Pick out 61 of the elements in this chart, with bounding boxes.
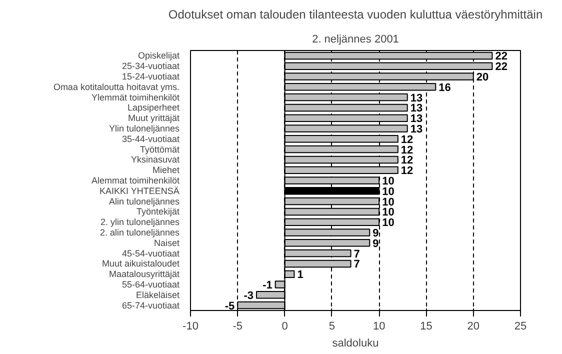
data-label: 10 bbox=[382, 217, 394, 230]
x-axis-title: saldoluku bbox=[332, 338, 379, 350]
y-tick-label: Ylemmät toimihenkilöt bbox=[91, 92, 180, 102]
data-label: 20 bbox=[476, 72, 489, 84]
y-tick-label: Miehet bbox=[152, 165, 180, 176]
y-tick-label: 2. alin tuloneljännes bbox=[100, 228, 180, 238]
x-tick-label: 15 bbox=[420, 320, 432, 332]
data-label: -5 bbox=[224, 300, 235, 312]
chart-subtitle: 2. neljännes 2001 bbox=[312, 34, 399, 46]
y-tick-label: Ylin tuloneljännes bbox=[108, 124, 180, 134]
x-tick-label: -5 bbox=[232, 320, 243, 332]
x-tick-label: 5 bbox=[328, 320, 335, 332]
data-label: 22 bbox=[495, 61, 508, 74]
y-tick-label: Lapsiperheet bbox=[127, 102, 180, 113]
y-tick-label: Työntekijät bbox=[136, 206, 180, 217]
data-label: 10 bbox=[382, 196, 394, 208]
data-label: 12 bbox=[400, 165, 414, 178]
data-label: 22 bbox=[495, 50, 508, 63]
y-tick-label: Maatalousyrittäjät bbox=[108, 269, 180, 280]
data-label: -1 bbox=[262, 280, 272, 292]
y-tick-label: Naiset bbox=[154, 238, 180, 248]
y-tick-label: Muut yrittäjät bbox=[128, 113, 180, 124]
y-tick-label: Työttömät bbox=[140, 144, 180, 154]
y-tick-label: 55-64-vuotiaat bbox=[122, 280, 180, 290]
y-tick-label: 65-74-vuotiaat bbox=[122, 300, 180, 310]
data-label: 12 bbox=[400, 134, 414, 146]
data-label: 12 bbox=[400, 154, 414, 167]
data-label: 13 bbox=[410, 113, 423, 126]
data-label: 10 bbox=[382, 186, 394, 198]
data-label: 13 bbox=[410, 102, 423, 115]
x-tick-label: -10 bbox=[182, 320, 198, 332]
data-label: 13 bbox=[410, 92, 423, 104]
x-tick-label: 10 bbox=[372, 320, 386, 332]
y-tick-label: Yksinasuvat bbox=[130, 154, 180, 165]
y-tick-label: KAIKKI YHTEENSÄ bbox=[99, 186, 180, 196]
data-label: 9 bbox=[372, 238, 379, 250]
y-tick-label: 35-44-vuotiaat bbox=[122, 134, 180, 144]
y-tick-label: Opiskelijat bbox=[138, 50, 180, 61]
data-label: 12 bbox=[400, 144, 414, 156]
data-label: 9 bbox=[372, 228, 379, 240]
y-tick-label: Alemmat toimihenkilöt bbox=[91, 176, 180, 186]
y-tick-label: 15-24-vuotiaat bbox=[122, 72, 180, 82]
data-label: 16 bbox=[438, 82, 451, 94]
data-label: -3 bbox=[244, 290, 254, 302]
y-tick-label: 25-34-vuotiaat bbox=[122, 61, 180, 72]
y-tick-label: Omaa kotitaloutta hoitavat yms. bbox=[53, 82, 180, 92]
data-label: 13 bbox=[410, 124, 423, 136]
x-tick-label: 0 bbox=[282, 320, 288, 332]
y-tick-label: Eläkeläiset bbox=[136, 290, 180, 300]
data-label: 10 bbox=[382, 206, 394, 219]
x-tick-label: 20 bbox=[467, 320, 480, 332]
data-label: 1 bbox=[297, 269, 304, 282]
data-label: 10 bbox=[382, 176, 394, 188]
y-tick-label: 2. ylin tuloneljännes bbox=[100, 217, 180, 228]
data-label: 7 bbox=[354, 248, 360, 260]
data-label: 7 bbox=[354, 258, 360, 271]
y-tick-label: Muut aikuistaloudet bbox=[102, 258, 180, 269]
x-tick-label: 25 bbox=[514, 320, 527, 332]
y-tick-label: 45-54-vuotiaat bbox=[122, 248, 180, 258]
y-tick-label: Alin tuloneljännes bbox=[108, 196, 180, 206]
chart-title: Odotukset oman talouden tilanteesta vuoden kuluttua väestöryhmittäin bbox=[168, 8, 543, 22]
